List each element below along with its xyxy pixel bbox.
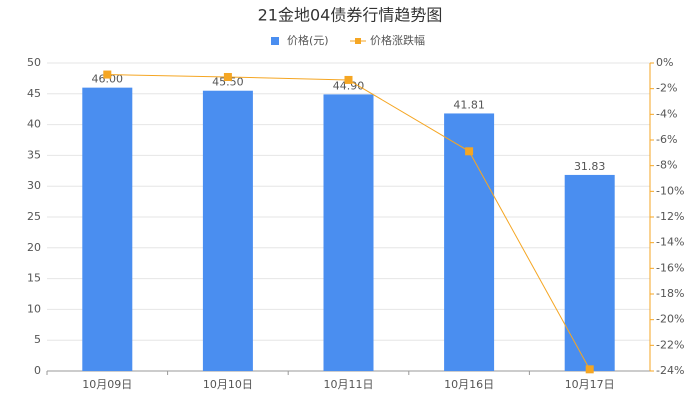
data-label: 46.00	[92, 73, 124, 86]
y2-tick-label: -24%	[656, 364, 684, 377]
y2-tick-label: -12%	[656, 210, 684, 223]
x-tick-label: 10月11日	[324, 378, 374, 391]
legend-label: 价格(元)	[287, 33, 329, 47]
legend-label: 价格涨跌幅	[370, 33, 425, 47]
y2-tick-label: -6%	[656, 133, 677, 146]
line-marker	[223, 72, 232, 81]
x-tick-label: 10月17日	[565, 378, 615, 391]
bar	[444, 113, 495, 371]
legend-swatch	[355, 38, 361, 44]
x-tick-label: 10月10日	[203, 378, 253, 391]
y-tick-label: 0	[34, 364, 41, 377]
line-marker	[103, 70, 112, 79]
x-tick-label: 10月16日	[444, 378, 494, 391]
data-label: 45.50	[212, 76, 244, 89]
bar	[564, 174, 615, 371]
data-label: 41.81	[453, 98, 485, 111]
y2-tick-label: -22%	[656, 338, 684, 351]
y2-tick-label: -8%	[656, 159, 677, 172]
data-label: 31.83	[574, 160, 606, 173]
line-marker	[585, 365, 594, 374]
line-marker	[344, 75, 353, 84]
y2-tick-label: -18%	[656, 287, 684, 300]
y2-tick-label: -20%	[656, 313, 684, 326]
y-tick-label: 20	[27, 241, 41, 254]
y-tick-label: 10	[27, 302, 41, 315]
y2-tick-label: -14%	[656, 236, 684, 249]
bar	[202, 90, 253, 371]
legend-swatch	[271, 37, 279, 45]
y-tick-label: 50	[27, 56, 41, 69]
x-tick-label: 10月09日	[82, 378, 132, 391]
y-tick-label: 5	[34, 333, 41, 346]
y-tick-label: 35	[27, 148, 41, 161]
y2-tick-label: -16%	[656, 261, 684, 274]
y2-tick-label: -4%	[656, 107, 677, 120]
y-tick-label: 25	[27, 210, 41, 223]
y-tick-label: 15	[27, 272, 41, 285]
y2-tick-label: 0%	[656, 56, 673, 69]
data-label: 44.90	[333, 79, 365, 92]
bar	[323, 94, 374, 371]
line-marker	[465, 147, 474, 156]
y-tick-label: 45	[27, 87, 41, 100]
y2-tick-label: -2%	[656, 82, 677, 95]
y2-tick-label: -10%	[656, 184, 684, 197]
chart-title: 21金地04债券行情趋势图	[258, 6, 443, 25]
bar	[82, 87, 133, 371]
y-tick-label: 40	[27, 118, 41, 131]
y-tick-label: 30	[27, 179, 41, 192]
